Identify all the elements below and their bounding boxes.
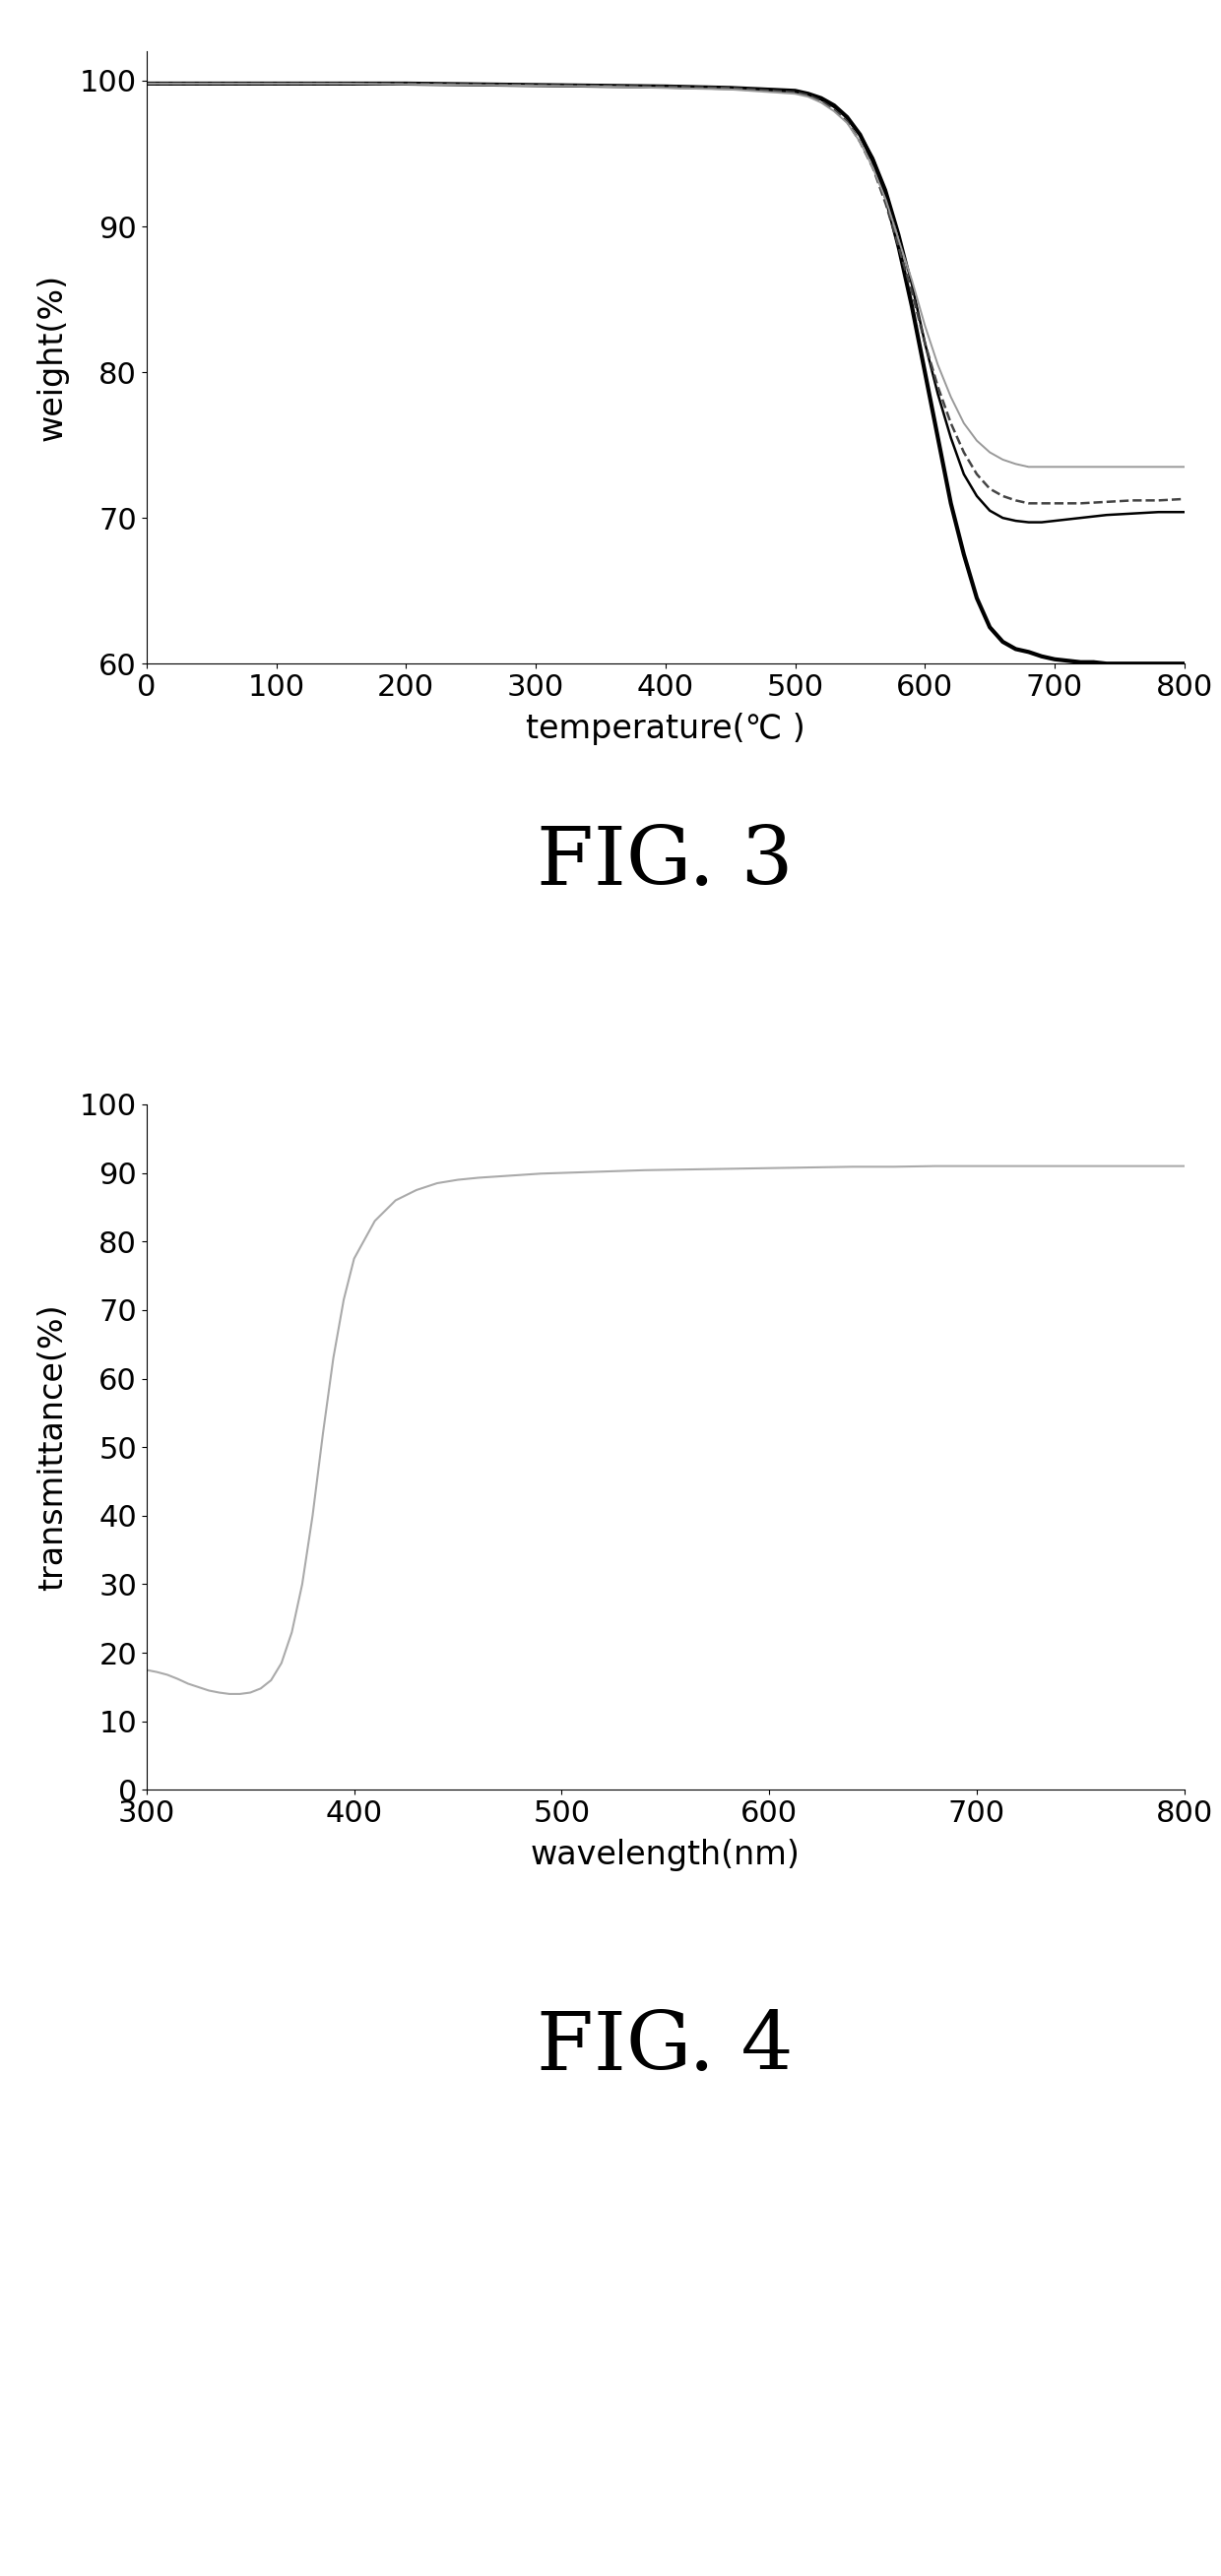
Text: FIG. 4: FIG. 4 bbox=[537, 2007, 794, 2087]
Y-axis label: weight(%): weight(%) bbox=[37, 273, 68, 440]
X-axis label: wavelength(nm): wavelength(nm) bbox=[531, 1839, 800, 1873]
Text: FIG. 3: FIG. 3 bbox=[537, 822, 794, 902]
Y-axis label: transmittance(%): transmittance(%) bbox=[37, 1303, 68, 1589]
X-axis label: temperature(℃ ): temperature(℃ ) bbox=[526, 714, 805, 744]
